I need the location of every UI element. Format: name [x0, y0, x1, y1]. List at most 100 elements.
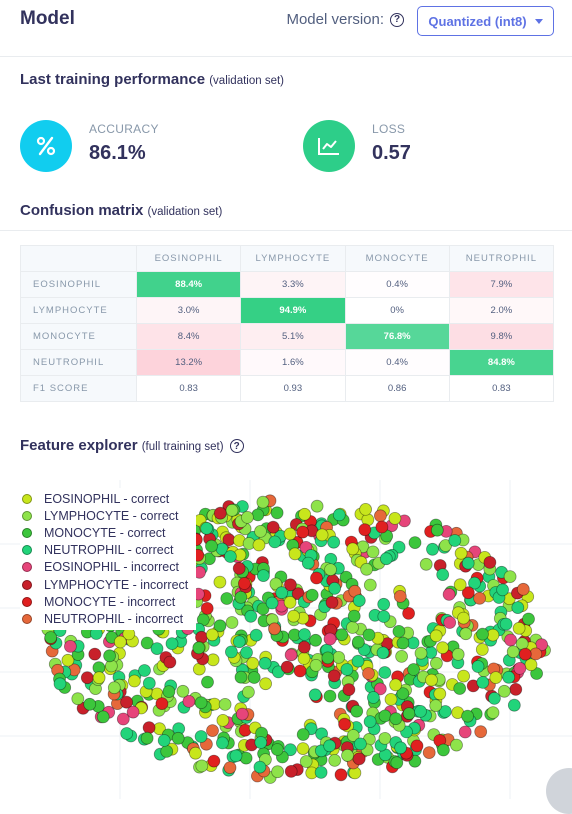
scatter-point — [323, 739, 337, 753]
scatter-point — [88, 647, 102, 661]
scatter-point — [353, 737, 367, 751]
legend-dot — [22, 579, 32, 590]
matrix-cell: 84.8% — [448, 349, 555, 376]
accuracy-label: ACCURACY — [89, 122, 159, 136]
matrix-cell: 3.0% — [135, 297, 242, 324]
scatter-point — [162, 685, 176, 699]
scatter-point — [402, 606, 416, 620]
scatter-point — [518, 647, 532, 661]
legend-item[interactable]: LYMPHOCYTE - correct — [22, 507, 188, 524]
scatter-point — [240, 646, 253, 659]
scatter-point — [338, 717, 352, 731]
scatter-point — [200, 522, 214, 535]
scatter-point — [429, 699, 443, 713]
scatter-point — [389, 712, 403, 726]
scatter-point — [92, 671, 106, 685]
scatter-point — [323, 689, 337, 703]
scatter-point — [389, 678, 403, 692]
scatter-point — [489, 671, 503, 685]
scatter-point — [475, 643, 489, 656]
scatter-point — [160, 744, 174, 758]
scatter-point — [453, 578, 467, 592]
legend-item[interactable]: EOSINOPHIL - correct — [22, 490, 188, 507]
scatter-point — [205, 539, 218, 553]
matrix-cell: 94.9% — [240, 297, 346, 324]
scatter-point — [340, 663, 354, 676]
scatter-point — [189, 746, 202, 760]
legend-item[interactable]: LYMPHOCYTE - incorrect — [22, 576, 188, 593]
scatter-point — [503, 570, 517, 583]
scatter-point — [512, 621, 526, 635]
scatter-point — [256, 495, 270, 509]
scatter-point — [430, 523, 444, 537]
accuracy-value: 86.1% — [89, 142, 146, 164]
legend-label: EOSINOPHIL - incorrect — [44, 560, 179, 575]
legend-label: NEUTROPHIL - incorrect — [44, 611, 184, 626]
legend-item[interactable]: EOSINOPHIL - incorrect — [22, 559, 188, 576]
legend-dot — [22, 596, 32, 607]
scatter-point — [296, 525, 310, 539]
scatter-point — [310, 571, 323, 585]
scatter-point — [296, 742, 310, 756]
scatter-point — [506, 645, 520, 659]
scatter-point — [165, 637, 179, 651]
caret-down-icon — [534, 18, 543, 24]
scatter-point — [438, 705, 452, 718]
row-header: EOSINOPHIL — [20, 271, 137, 298]
scatter-point — [363, 578, 377, 592]
scatter-point — [486, 706, 500, 720]
scatter-point — [360, 562, 374, 576]
matrix-cell: 3.3% — [240, 271, 346, 298]
scatter-point — [346, 621, 359, 634]
model-version-value: Quantized (int8) — [428, 13, 527, 29]
scatter-point — [310, 499, 324, 513]
legend-label: MONOCYTE - incorrect — [44, 594, 176, 609]
scatter-point — [396, 687, 410, 701]
scatter-point — [232, 635, 246, 649]
scatter-point — [378, 666, 392, 679]
help-icon[interactable]: ? — [229, 439, 244, 454]
feature-explorer-heading: Feature explorer (full training set) ? — [20, 437, 244, 454]
scatter-point — [334, 768, 348, 782]
scatter-point — [502, 670, 516, 684]
scatter-point — [461, 586, 475, 600]
scatter-point — [309, 658, 323, 672]
scatter-point — [433, 687, 447, 701]
scatter-point — [396, 636, 410, 650]
scatter-point — [450, 738, 463, 752]
scatter-point — [453, 682, 467, 695]
scatter-point — [483, 556, 497, 569]
scatter-point — [268, 622, 281, 636]
legend-item[interactable]: NEUTROPHIL - correct — [22, 542, 188, 559]
scatter-point — [225, 503, 239, 517]
scatter-point — [44, 631, 58, 644]
scatter-point — [283, 743, 297, 757]
legend-dot — [22, 562, 32, 573]
scatter-point — [216, 713, 230, 727]
scatter-point — [509, 682, 523, 696]
legend-item[interactable]: MONOCYTE - correct — [22, 524, 188, 541]
scatter-point — [270, 506, 284, 520]
scatter-point — [384, 692, 398, 706]
scatter-point — [388, 512, 402, 525]
scatter-point — [253, 760, 267, 774]
scatter-point — [342, 683, 356, 697]
column-header: EOSINOPHIL — [135, 245, 242, 272]
scatter-point — [297, 640, 311, 654]
scatter-point — [142, 721, 156, 735]
model-version-dropdown[interactable]: Quantized (int8) — [417, 6, 554, 36]
help-icon[interactable]: ? — [390, 12, 404, 27]
scatter-point — [96, 710, 110, 724]
scatter-point — [350, 704, 364, 718]
legend-item[interactable]: NEUTROPHIL - incorrect — [22, 610, 188, 627]
scatter-point — [429, 656, 443, 670]
scatter-point — [301, 556, 315, 570]
legend-item[interactable]: MONOCYTE - incorrect — [22, 593, 188, 610]
scatter-point — [461, 556, 475, 570]
scatter-point — [524, 658, 538, 672]
scatter-legend[interactable]: EOSINOPHIL - correct LYMPHOCYTE - correc… — [20, 488, 197, 630]
scatter-point — [352, 752, 366, 766]
scatter-point — [254, 736, 268, 749]
scatter-point — [234, 591, 248, 604]
f1-cell: 0.83 — [448, 375, 555, 402]
